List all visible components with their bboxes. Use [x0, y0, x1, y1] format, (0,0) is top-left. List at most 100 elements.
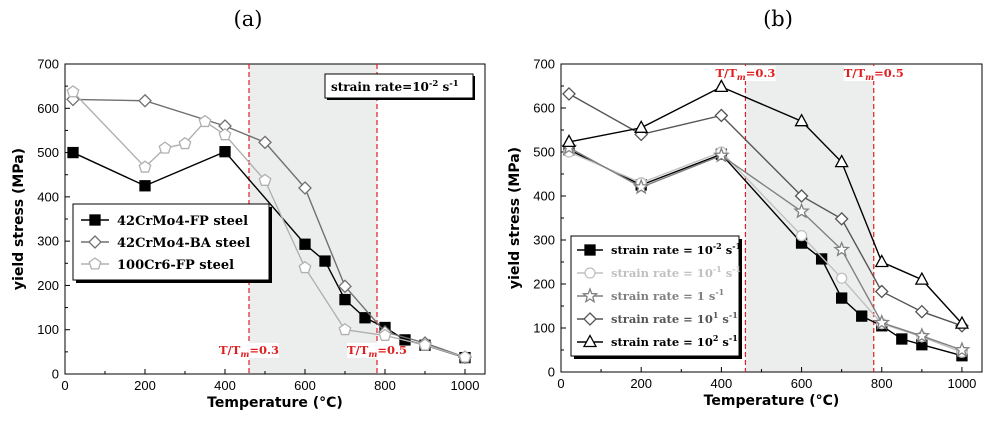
x-tick-label: 400	[214, 378, 236, 393]
y-tick-label: 600	[37, 101, 59, 116]
data-point	[66, 85, 80, 98]
y-tick-label: 0	[52, 367, 59, 382]
data-point	[138, 160, 152, 173]
x-axis-label: Temperature (°C)	[704, 393, 840, 409]
data-point	[794, 189, 809, 203]
data-point	[714, 108, 729, 123]
y-tick-label: 300	[533, 233, 555, 248]
y-tick-label: 200	[37, 278, 59, 293]
data-point	[561, 134, 577, 148]
data-point	[815, 253, 828, 265]
data-point	[833, 240, 851, 257]
data-point	[138, 93, 152, 108]
data-point	[458, 350, 472, 363]
x-tick-label: 0	[557, 376, 564, 391]
x-tick-label: 200	[134, 378, 156, 393]
data-point	[339, 293, 351, 306]
y-tick-label: 400	[533, 189, 555, 204]
x-tick-label: 1000	[451, 378, 480, 393]
legend-marker	[89, 214, 101, 226]
annotation-bg	[347, 343, 407, 358]
legend-label: strain rate = 102 s-1	[611, 333, 738, 349]
legend-marker	[88, 257, 102, 270]
legend-marker	[581, 287, 599, 304]
data-point	[562, 87, 576, 101]
data-point	[378, 328, 392, 341]
series-line	[568, 86, 963, 325]
x-tick-label: 800	[374, 378, 396, 393]
legend-label: strain rate = 101 s-1	[611, 310, 738, 326]
x-tick-label: 800	[871, 376, 893, 391]
y-tick-label: 700	[533, 57, 555, 72]
data-point	[258, 173, 272, 186]
legend-label: strain rate = 10-1 s-1	[611, 264, 741, 280]
data-point	[873, 313, 891, 330]
chart-panel-b: (b) 0 200 400 600 800 1000 0 100 200 300 400 500 600 7…	[507, 7, 983, 409]
y-tick-label: 100	[37, 322, 59, 337]
data-point	[874, 254, 889, 268]
x-axis-label: Temperature (°C)	[207, 395, 343, 411]
data-point	[67, 146, 79, 159]
x-tick-label: 400	[711, 376, 733, 391]
strain-rate-annotation	[324, 73, 474, 99]
strain-rate-text: strain rate=10-2 s-1	[331, 79, 459, 94]
data-point	[298, 260, 312, 274]
data-point	[258, 135, 272, 150]
legend-label: strain rate = 1 s-1	[611, 287, 724, 303]
panel-label: (b)	[763, 7, 793, 31]
data-point	[856, 310, 868, 322]
legend-label: 42CrMo4-BA steel	[117, 236, 250, 251]
data-point	[834, 211, 849, 226]
series-line	[568, 93, 963, 327]
annotation-bg	[843, 66, 904, 81]
data-point	[634, 119, 649, 133]
shaded-region	[745, 64, 874, 372]
data-point	[714, 79, 729, 93]
data-point	[896, 333, 908, 345]
legend-marker	[88, 235, 102, 249]
legend-marker	[584, 267, 596, 279]
x-tick-label: 600	[791, 376, 813, 391]
series-4	[561, 79, 970, 329]
temperature-ratio-label: T/Tm=0.5	[844, 66, 904, 83]
data-point	[632, 178, 650, 195]
y-tick-label: 0	[548, 365, 555, 380]
annotation-bg	[715, 66, 776, 81]
data-point	[914, 271, 929, 285]
data-point	[914, 304, 929, 319]
data-point	[794, 113, 809, 127]
data-point	[299, 238, 311, 250]
data-point	[319, 255, 331, 267]
y-tick-label: 400	[37, 189, 59, 204]
legend-marker	[582, 334, 598, 348]
legend-marker	[584, 244, 596, 256]
x-tick-label: 200	[630, 376, 652, 391]
data-point	[298, 181, 312, 195]
legend-label: 100Cr6-FP steel	[117, 258, 234, 273]
data-point	[793, 202, 810, 219]
annotation-bg	[219, 343, 279, 358]
y-tick-label: 700	[37, 57, 59, 72]
data-point	[218, 128, 232, 141]
legend-label: 42CrMo4-FP steel	[117, 214, 248, 229]
temperature-ratio-label: T/Tm=0.3	[715, 66, 775, 83]
series-2	[66, 85, 472, 363]
data-point	[139, 180, 151, 192]
data-point	[338, 322, 352, 336]
panel-label: (a)	[234, 7, 263, 31]
data-point	[836, 272, 848, 284]
data-point	[836, 292, 848, 304]
x-tick-label: 0	[61, 378, 68, 393]
chart-panel-a: (a) 0 200 400 600 800 1000 0 100 200 300 400 500 600 7…	[11, 7, 486, 411]
y-tick-label: 500	[533, 145, 555, 160]
data-point	[338, 279, 352, 294]
data-point	[158, 141, 172, 154]
y-axis-label: yield stress (MPa)	[507, 147, 523, 289]
data-point	[219, 146, 231, 158]
data-point	[913, 327, 931, 344]
legend-label: strain rate = 10-2 s-1	[611, 241, 741, 257]
data-point	[954, 315, 970, 329]
x-tick-label: 600	[294, 378, 316, 393]
data-point	[953, 341, 971, 358]
